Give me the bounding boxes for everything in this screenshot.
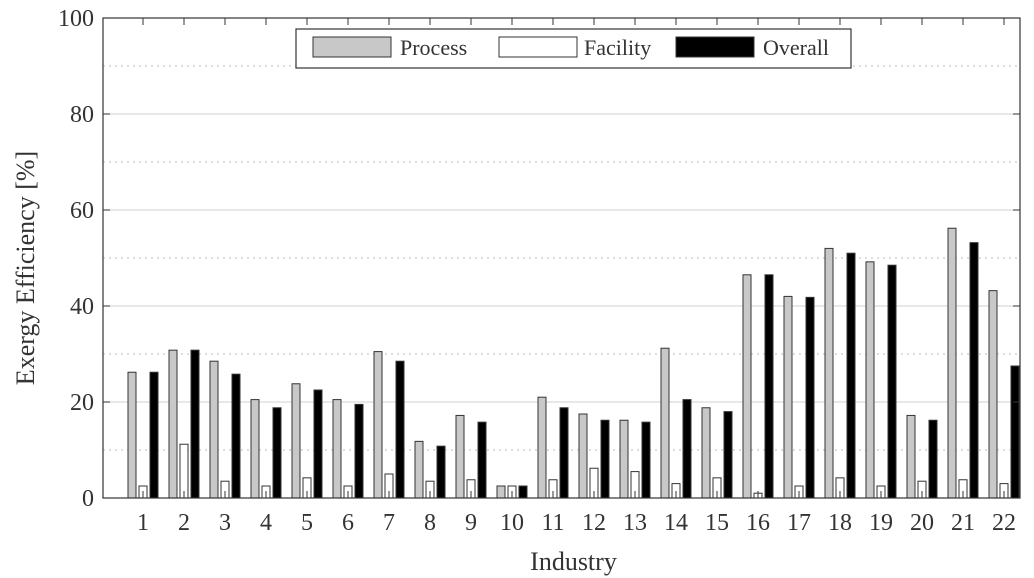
- x-tick-label: 15: [705, 510, 729, 536]
- legend: Process Facility Overall: [295, 28, 852, 69]
- x-tick-label: 6: [342, 510, 354, 536]
- bar-overall-5: [313, 389, 323, 499]
- bar-process-13: [619, 419, 629, 499]
- bar-overall-10: [518, 485, 528, 499]
- bar-process-18: [824, 247, 834, 499]
- bar-overall-6: [354, 403, 364, 499]
- bar-overall-4: [272, 407, 282, 499]
- x-tick-label: 14: [664, 510, 688, 536]
- legend-label-process: Process: [400, 35, 467, 60]
- y-tick-label: 80: [70, 102, 94, 128]
- bar-process-20: [906, 414, 916, 499]
- legend-swatch-process: [312, 36, 392, 58]
- x-tick-label: 1: [137, 510, 149, 536]
- bar-overall-9: [477, 421, 487, 499]
- bar-overall-15: [723, 411, 733, 499]
- x-tick-label: 18: [828, 510, 852, 536]
- bar-overall-19: [887, 264, 897, 499]
- legend-label-facility: Facility: [584, 35, 651, 60]
- y-tick-label: 40: [70, 294, 94, 320]
- plot-frame: [102, 17, 1021, 499]
- bar-process-7: [373, 351, 383, 499]
- bar-overall-16: [764, 274, 774, 499]
- bar-process-16: [742, 274, 752, 499]
- x-tick-label: 16: [746, 510, 770, 536]
- bar-process-22: [988, 290, 998, 499]
- x-tick-label: 13: [623, 510, 647, 536]
- bar-process-5: [291, 383, 301, 499]
- bar-overall-1: [149, 371, 159, 499]
- x-tick-label: 4: [260, 510, 272, 536]
- x-tick-label: 17: [787, 510, 811, 536]
- legend-label-overall: Overall: [763, 35, 829, 60]
- bar-process-9: [455, 414, 465, 499]
- x-tick-label: 7: [383, 510, 395, 536]
- bar-overall-2: [190, 349, 200, 499]
- legend-swatch-facility: [498, 36, 578, 58]
- x-tick-label: 2: [178, 510, 190, 536]
- x-tick-label: 20: [910, 510, 934, 536]
- x-tick-label: 5: [301, 510, 313, 536]
- bar-process-2: [168, 349, 178, 499]
- bar-process-10: [496, 485, 506, 499]
- bar-overall-13: [641, 421, 651, 499]
- bars: [127, 227, 1020, 499]
- bar-process-6: [332, 399, 342, 499]
- bar-overall-21: [969, 242, 979, 499]
- bar-overall-7: [395, 360, 405, 499]
- x-axis-title: Industry: [530, 547, 617, 576]
- y-tick-label: 60: [70, 198, 94, 224]
- bar-overall-20: [928, 419, 938, 499]
- bar-process-4: [250, 399, 260, 499]
- bar-process-21: [947, 227, 957, 499]
- bar-process-11: [537, 396, 547, 499]
- bar-facility-2: [179, 443, 189, 499]
- x-tick-label: 12: [582, 510, 606, 536]
- bar-overall-22: [1010, 365, 1020, 499]
- bar-overall-11: [559, 407, 569, 499]
- bar-process-14: [660, 347, 670, 499]
- y-tick-label: 100: [58, 6, 94, 32]
- bar-overall-3: [231, 373, 241, 499]
- bar-process-3: [209, 360, 219, 499]
- x-tick-label: 21: [951, 510, 975, 536]
- legend-swatch-overall: [675, 36, 755, 58]
- bar-process-17: [783, 295, 793, 499]
- grid-lines: [103, 65, 1020, 451]
- bar-overall-17: [805, 296, 815, 499]
- bar-process-8: [414, 440, 424, 499]
- y-axis-title: Exergy Efficiency [%]: [11, 151, 40, 385]
- x-tick-label: 22: [992, 510, 1016, 536]
- x-tick-label: 11: [541, 510, 564, 536]
- x-tick-label: 3: [219, 510, 231, 536]
- bar-overall-8: [436, 445, 446, 499]
- y-tick-label: 0: [82, 486, 94, 512]
- x-tick-label: 10: [500, 510, 524, 536]
- y-tick-label: 20: [70, 390, 94, 416]
- x-tick-label: 19: [869, 510, 893, 536]
- x-tick-label: 9: [465, 510, 477, 536]
- bar-process-1: [127, 371, 137, 499]
- bar-process-15: [701, 407, 711, 499]
- bar-overall-18: [846, 252, 856, 499]
- bar-process-19: [865, 261, 875, 499]
- bar-process-12: [578, 413, 588, 499]
- bar-overall-12: [600, 419, 610, 499]
- x-tick-label: 8: [424, 510, 436, 536]
- bar-overall-14: [682, 399, 692, 499]
